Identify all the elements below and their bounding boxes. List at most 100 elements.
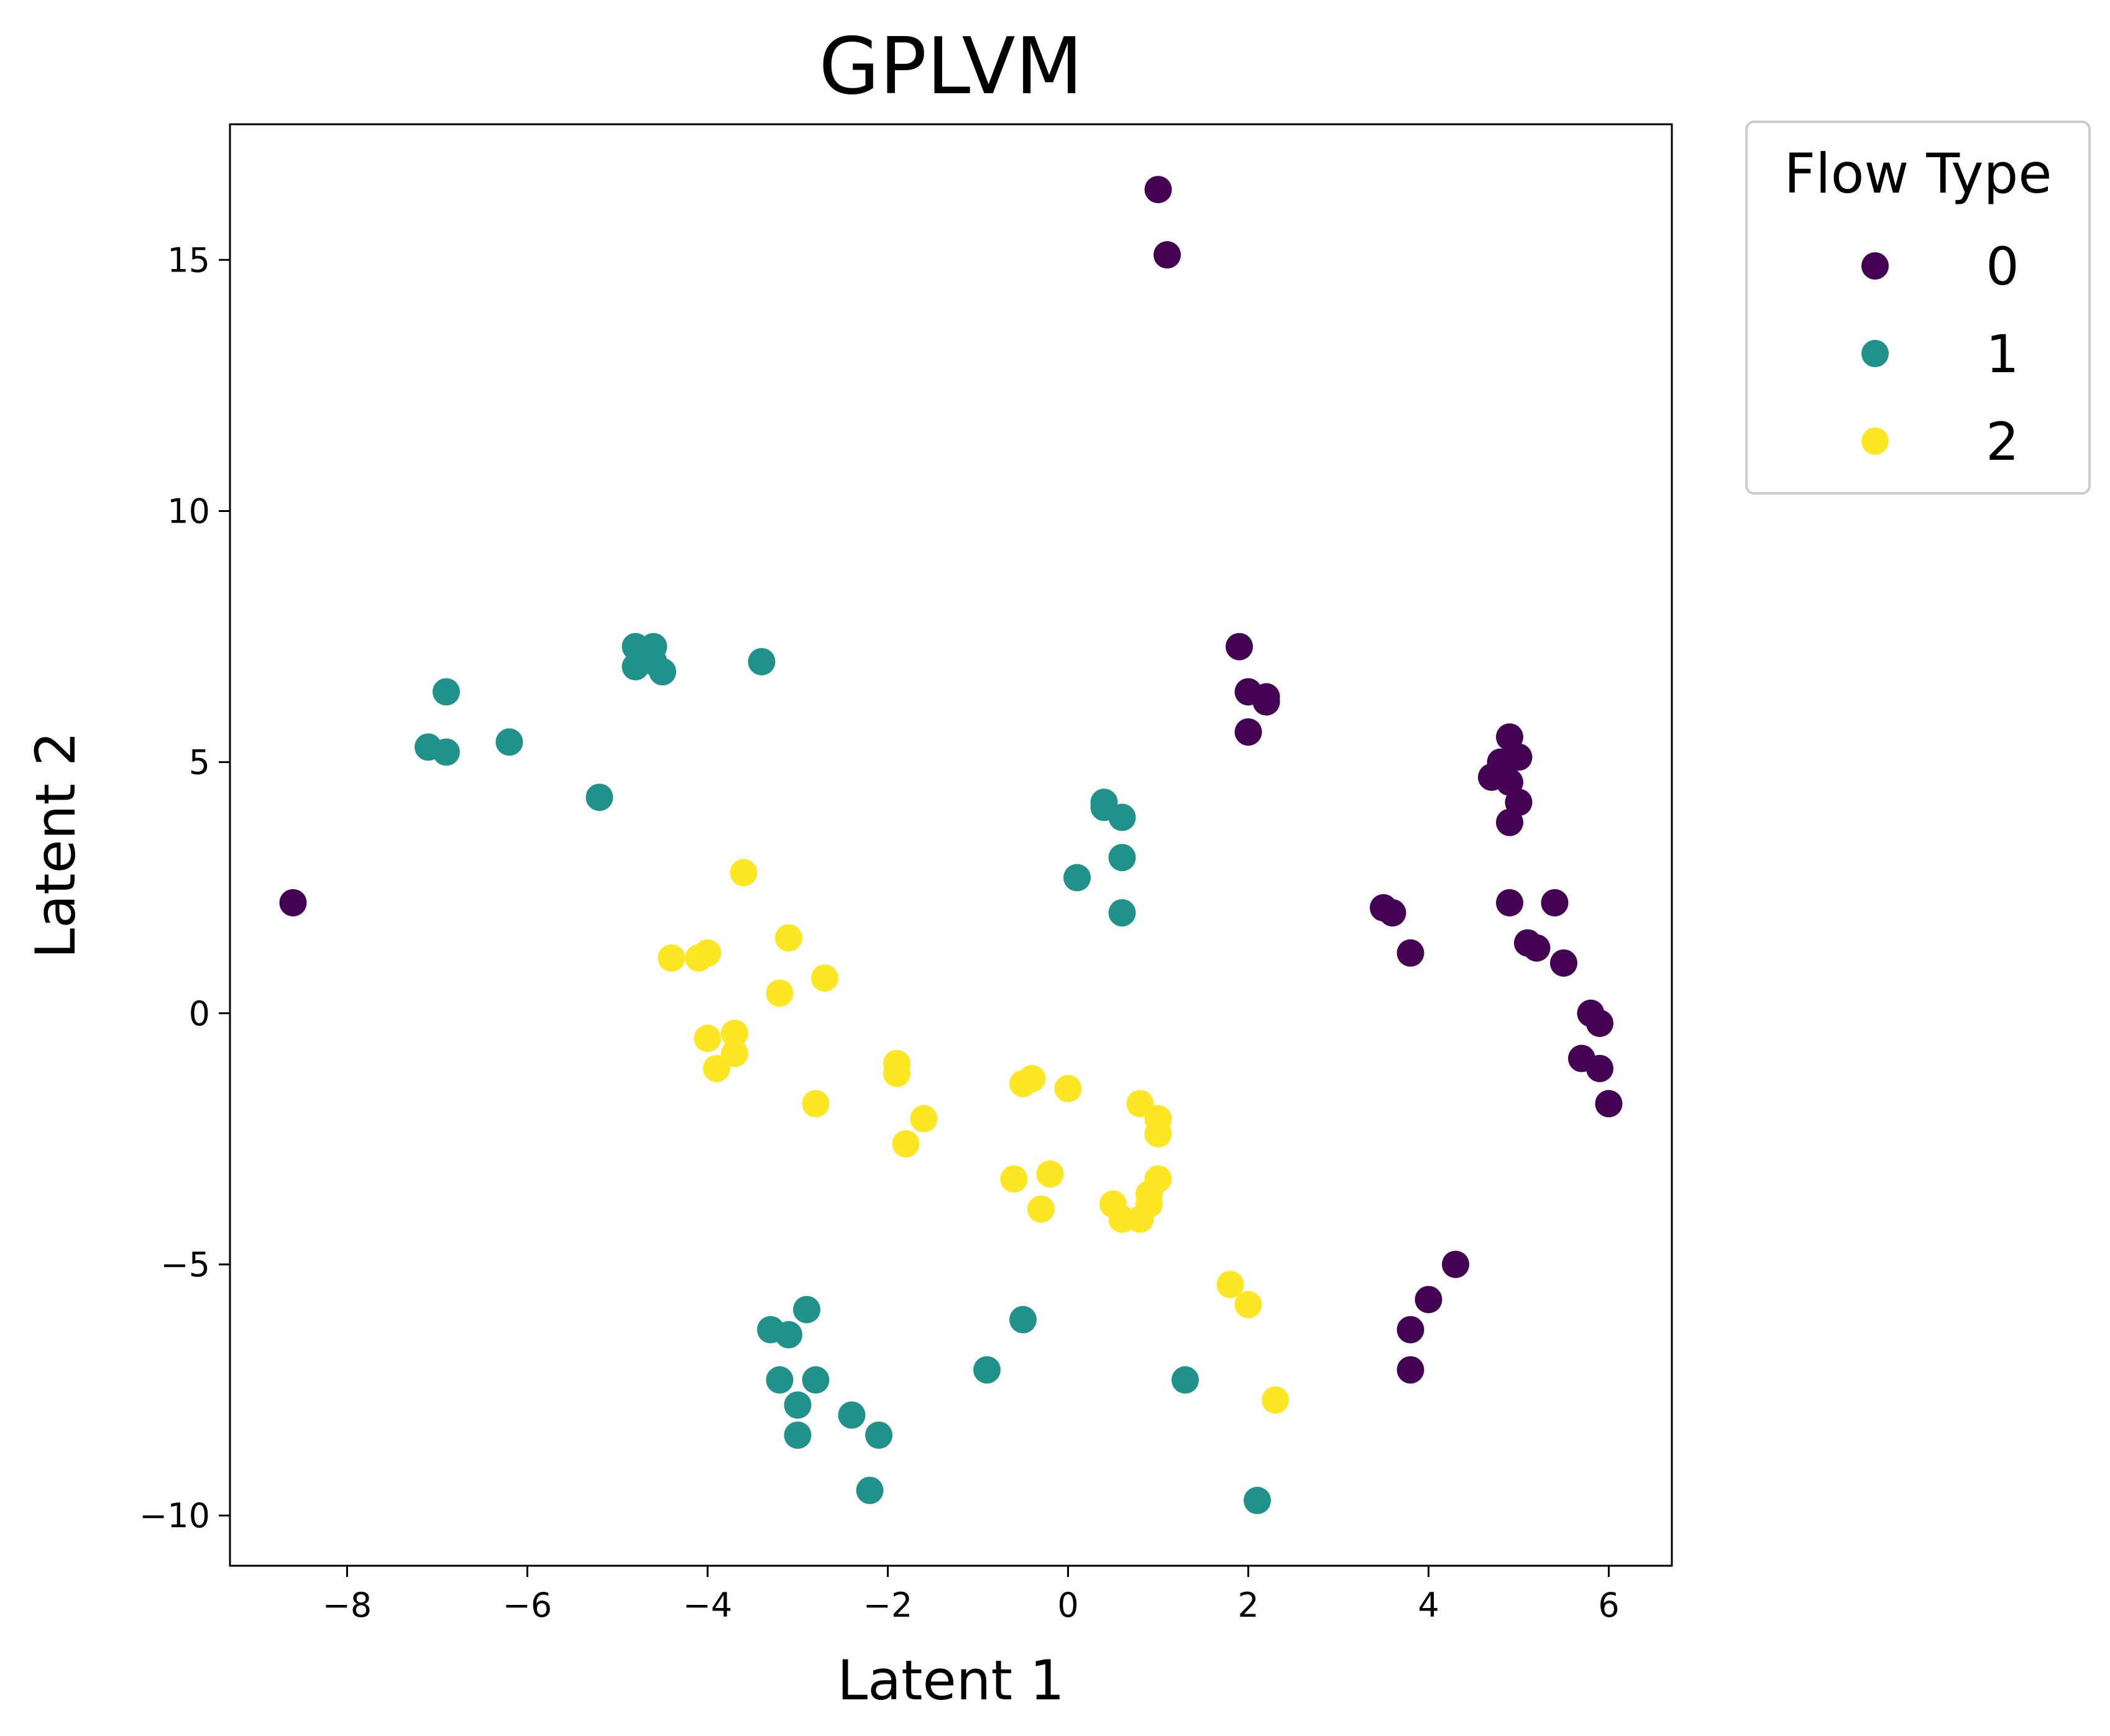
data-point-series-2 [910,1105,938,1133]
x-tick-label: 6 [1598,1586,1619,1625]
x-tick-label: −6 [503,1586,553,1625]
data-point-series-0 [1586,1009,1613,1037]
x-tick-label: −2 [863,1586,913,1625]
legend-title: Flow Type [1784,142,2052,206]
y-tick-label: −10 [139,1496,210,1535]
data-point-series-1 [1009,1305,1037,1333]
data-point-series-2 [892,1130,920,1158]
data-point-series-2 [766,979,794,1007]
data-point-series-1 [802,1366,830,1394]
legend-box [1745,121,2091,495]
data-point-series-2 [1135,1190,1163,1218]
data-point-series-2 [703,1054,730,1082]
y-axis-label: Latent 2 [24,731,88,959]
data-point-series-1 [433,678,460,706]
data-point-series-2 [1000,1165,1028,1193]
x-axis-label: Latent 1 [837,1648,1065,1712]
data-point-series-0 [1226,633,1253,660]
legend-marker-2 [1861,427,1889,455]
data-point-series-1 [775,1321,802,1349]
legend-label-0: 0 [1986,236,2019,297]
x-axis-ticks: −8 −6 −4 −2 0 2 4 6 [323,1566,1620,1625]
data-point-series-1 [1172,1366,1199,1394]
data-point-series-1 [793,1295,820,1323]
data-point-series-1 [865,1421,892,1449]
data-point-series-2 [1009,1069,1037,1097]
data-point-series-0 [1234,718,1262,746]
data-point-series-0 [1378,899,1406,927]
data-point-series-1 [1244,1486,1271,1514]
data-point-series-0 [1523,934,1551,962]
data-point-series-2 [694,939,722,967]
data-point-series-0 [1541,889,1569,916]
legend-marker-0 [1861,252,1889,280]
data-point-series-1 [856,1476,884,1504]
data-point-series-1 [1108,803,1136,831]
data-point-series-1 [585,783,613,811]
data-point-series-1 [766,1366,794,1394]
data-point-series-0 [1397,939,1424,967]
chart-title: GPLVM [819,21,1083,112]
data-point-series-2 [658,944,686,972]
legend: Flow Type 0 1 2 [1745,121,2091,495]
legend-marker-1 [1861,340,1889,367]
x-tick-label: 4 [1418,1586,1439,1625]
y-tick-label: 5 [189,743,210,782]
data-point-series-1 [433,738,460,766]
data-point-series-2 [1054,1075,1082,1103]
data-point-series-1 [1063,864,1091,892]
data-point-series-0 [1586,1054,1613,1082]
data-point-series-0 [1496,808,1523,836]
data-point-series-0 [1144,176,1172,204]
x-tick-label: 0 [1057,1586,1078,1625]
data-point-series-2 [1144,1120,1172,1148]
y-tick-label: 0 [189,994,210,1033]
data-point-series-2 [1036,1160,1064,1188]
data-point-series-1 [1108,844,1136,872]
data-point-series-0 [1550,949,1577,977]
data-point-series-1 [649,658,676,686]
data-points [279,176,1623,1514]
data-point-series-2 [1262,1386,1289,1414]
data-point-series-1 [973,1356,1001,1384]
data-point-series-2 [1216,1271,1244,1299]
y-tick-label: 15 [167,240,210,280]
y-axis-ticks: −10 −5 0 5 10 15 [139,240,230,1535]
data-point-series-2 [775,924,802,952]
data-point-series-0 [1397,1316,1424,1344]
data-point-series-0 [279,889,307,916]
data-point-series-2 [721,1020,748,1048]
data-point-series-0 [1442,1250,1469,1278]
data-point-series-0 [1415,1286,1443,1313]
data-point-series-0 [1496,889,1523,916]
x-tick-label: 2 [1237,1586,1259,1625]
data-point-series-1 [784,1391,812,1419]
data-point-series-0 [1252,688,1280,716]
plot-area-frame [229,123,1673,1567]
data-point-series-1 [495,728,523,756]
data-point-series-0 [1154,241,1181,269]
y-tick-label: −5 [160,1245,210,1284]
data-point-series-0 [1595,1090,1623,1118]
legend-label-1: 1 [1986,324,2019,385]
x-tick-label: −4 [683,1586,733,1625]
data-point-series-1 [1108,899,1136,927]
data-point-series-2 [721,1039,748,1067]
data-point-series-1 [748,647,776,675]
data-point-series-2 [811,964,838,992]
data-point-series-2 [730,859,758,887]
x-tick-label: −8 [323,1586,372,1625]
y-tick-label: 10 [167,491,210,531]
data-point-series-2 [802,1090,830,1118]
data-point-series-1 [784,1421,812,1449]
data-point-series-2 [1234,1291,1262,1318]
legend-items: 0 1 2 [1861,236,2019,472]
data-point-series-2 [1144,1165,1172,1193]
data-point-series-1 [838,1401,866,1429]
data-point-series-2 [1126,1090,1154,1118]
legend-label-2: 2 [1986,411,2019,472]
data-point-series-2 [694,1025,722,1053]
data-point-series-2 [883,1059,911,1087]
data-point-series-0 [1397,1356,1424,1384]
